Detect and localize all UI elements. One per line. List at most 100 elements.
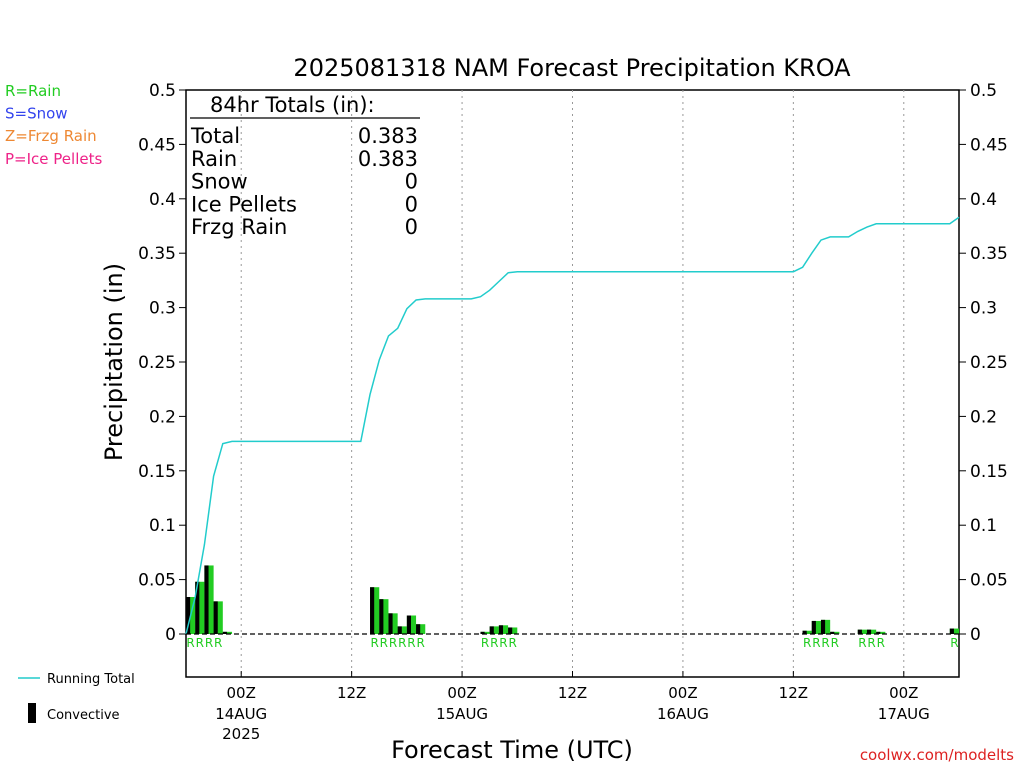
- chart-title: 2025081318 NAM Forecast Precipitation KR…: [293, 54, 851, 82]
- precip-bar: [370, 587, 380, 634]
- convective-bar: [195, 581, 200, 634]
- y-tick-label-right: 0.05: [970, 571, 1008, 591]
- precip-type-key-item: Z=Frzg Rain: [5, 127, 97, 145]
- precip-bars: [186, 565, 959, 634]
- y-tick-label-right: 0.45: [970, 135, 1008, 155]
- convective-bar: [949, 628, 954, 634]
- totals-row-label: Snow: [191, 170, 248, 194]
- precip-bar: [866, 629, 877, 634]
- y-tick-label-right: 0.25: [970, 353, 1008, 373]
- precip-type-label: R: [490, 636, 498, 650]
- precip-bar: [876, 631, 886, 634]
- y-tick-label-right: 0.2: [970, 407, 997, 427]
- x-tick-year: 2025: [222, 725, 260, 743]
- precip-type-label: R: [398, 636, 406, 650]
- precip-bar: [204, 565, 214, 634]
- convective-bar: [416, 624, 421, 634]
- precip-bar: [802, 630, 812, 634]
- x-tick-label: 00Z: [889, 684, 918, 702]
- convective-bar: [204, 565, 209, 634]
- x-axis-label: Forecast Time (UTC): [391, 736, 633, 764]
- left-y-axis: 0 0.05 0.1 0.15 0.2 0.25 0.3 0.35 0.4 0.45 0.5: [138, 81, 186, 645]
- y-tick-label-right: 0.5: [970, 81, 997, 101]
- precip-type-label: R: [499, 636, 507, 650]
- precip-type-key-item: R=Rain: [5, 82, 61, 100]
- precip-bar: [416, 624, 426, 634]
- x-tick-label: 00Z: [227, 684, 256, 702]
- convective-bar: [802, 630, 807, 634]
- precip-type-label: R: [370, 636, 378, 650]
- y-tick-label-left: 0.15: [138, 462, 176, 482]
- convective-bar: [820, 619, 826, 634]
- precip-bar: [480, 631, 490, 634]
- precip-bar: [498, 625, 509, 634]
- x-axis: 00Z 14AUG 2025 12Z 00Z 15AUG 12Z 00Z 16AUG 12Z 00Z…: [215, 671, 930, 743]
- convective-bar: [388, 613, 393, 634]
- precip-bar: [820, 619, 831, 634]
- convective-bar: [406, 615, 411, 634]
- y-tick-label-right: 0.1: [970, 516, 997, 536]
- convective-bar: [866, 629, 872, 634]
- x-tick-label: 12Z: [337, 684, 366, 702]
- totals-row-label: Frzg Rain: [191, 215, 287, 239]
- totals-row-value: 0.383: [358, 124, 418, 148]
- convective-bar: [480, 631, 485, 634]
- precip-type-label: R: [196, 636, 204, 650]
- precip-type-label: R: [481, 636, 489, 650]
- y-tick-label-right: 0: [970, 625, 981, 645]
- precip-type-key-item: S=Snow: [5, 105, 68, 123]
- x-tick-label: 00Z: [447, 684, 476, 702]
- convective-legend-swatch: [28, 703, 36, 723]
- convective-bar: [222, 631, 227, 634]
- convective-bar: [379, 599, 384, 634]
- y-tick-label-left: 0: [165, 625, 176, 645]
- precip-type-label: R: [803, 636, 811, 650]
- precip-bar: [406, 615, 417, 634]
- precip-type-label: R: [214, 636, 222, 650]
- precip-type-label: R: [812, 636, 820, 650]
- totals-row-value: 0.383: [358, 147, 418, 171]
- x-tick-date: 17AUG: [878, 705, 930, 723]
- precip-bar: [222, 631, 233, 634]
- precip-type-label: R: [821, 636, 829, 650]
- running-total-line: [185, 216, 960, 635]
- x-tick-date: 14AUG: [215, 705, 267, 723]
- x-tick-label: 12Z: [779, 684, 808, 702]
- running-total-legend-label: Running Total: [47, 672, 135, 687]
- precip-bar: [811, 620, 821, 634]
- y-tick-label-left: 0.1: [149, 516, 176, 536]
- precip-type-label: R: [867, 636, 875, 650]
- x-tick-date: 15AUG: [436, 705, 488, 723]
- precip-bar: [195, 581, 205, 634]
- convective-bar: [857, 629, 862, 634]
- x-tick-label: 00Z: [668, 684, 697, 702]
- precip-bar: [397, 626, 407, 634]
- y-tick-label-right: 0.35: [970, 244, 1008, 264]
- convective-bar: [508, 627, 513, 634]
- precip-bar: [508, 627, 518, 634]
- right-y-axis: 0 0.05 0.1 0.15 0.2 0.25 0.3 0.35 0.4 0.45 0.5: [959, 81, 1008, 645]
- precip-bar: [830, 631, 840, 634]
- precip-type-label: R: [877, 636, 885, 650]
- totals-row-label: Rain: [191, 147, 237, 171]
- totals-row-label: Ice Pellets: [191, 192, 297, 216]
- precip-type-label: R: [858, 636, 866, 650]
- precip-type-label: R: [205, 636, 213, 650]
- precip-type-label: R: [380, 636, 388, 650]
- precip-type-label: R: [831, 636, 839, 650]
- precip-type-label: R: [509, 636, 517, 650]
- running-total-polyline: [185, 216, 960, 635]
- totals-heading: 84hr Totals (in):: [210, 93, 375, 117]
- y-tick-label-left: 0.2: [149, 407, 176, 427]
- x-tick-label: 12Z: [558, 684, 587, 702]
- y-axis-label: Precipitation (in): [100, 263, 128, 461]
- convective-bar: [186, 597, 191, 634]
- convective-bar: [811, 620, 816, 634]
- y-tick-label-right: 0.4: [970, 190, 997, 210]
- precip-type-label: R: [389, 636, 397, 650]
- y-tick-label-left: 0.35: [138, 244, 176, 264]
- y-tick-label-left: 0.25: [138, 353, 176, 373]
- series-legend: Running Total Convective: [18, 672, 135, 723]
